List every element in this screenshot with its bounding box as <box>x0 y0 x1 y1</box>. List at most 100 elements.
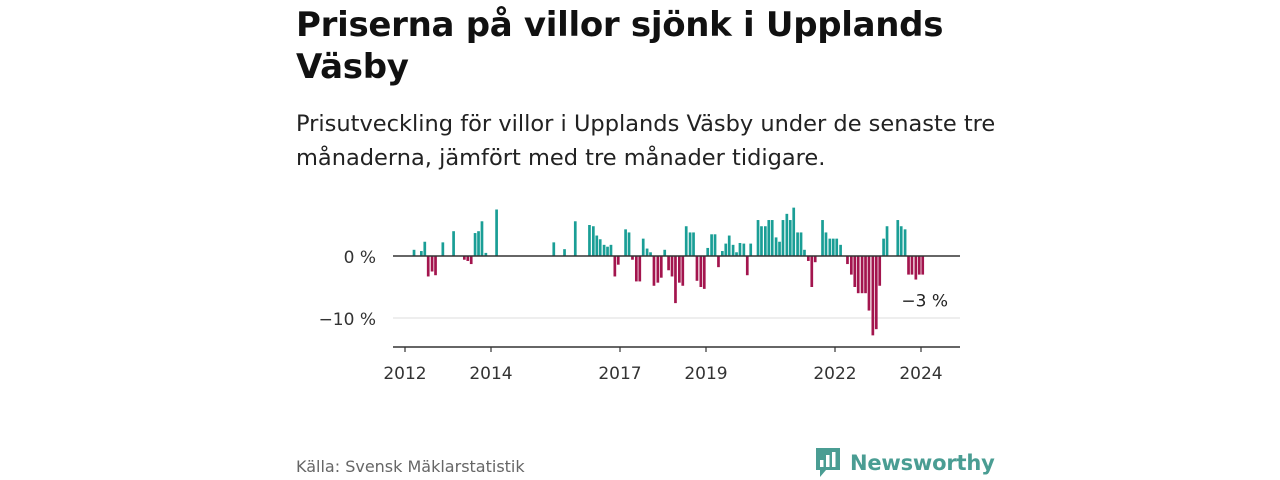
bar <box>853 256 857 287</box>
bar <box>624 229 627 256</box>
bar <box>846 256 849 265</box>
bar <box>738 242 742 256</box>
bar <box>573 221 577 256</box>
bar <box>767 220 771 256</box>
bar <box>484 252 488 256</box>
bar <box>828 238 832 256</box>
x-tick-label: 2019 <box>684 364 727 384</box>
bar <box>419 251 423 256</box>
brand-name: Newsworthy <box>850 451 995 475</box>
bar <box>756 220 760 256</box>
bar <box>656 256 660 283</box>
bar <box>480 221 484 256</box>
bar <box>839 244 842 256</box>
bar <box>677 256 681 283</box>
last-value-label: −3 % <box>901 292 948 312</box>
bar <box>903 229 907 256</box>
bar <box>695 256 699 281</box>
bar <box>616 256 620 265</box>
bar <box>864 256 867 294</box>
bar <box>770 220 774 256</box>
bar <box>720 251 724 256</box>
bar <box>860 256 864 294</box>
bar <box>588 225 591 256</box>
bar <box>821 220 824 256</box>
page-title: Priserna på villor sjönk i Upplands Väsb… <box>296 5 944 87</box>
bar <box>631 256 634 260</box>
bar <box>674 256 677 304</box>
bar <box>609 244 613 256</box>
bar <box>563 249 566 256</box>
x-tick-label: 2024 <box>899 364 942 384</box>
bar <box>796 232 799 256</box>
bar <box>742 243 746 256</box>
bar <box>885 226 889 256</box>
bar <box>652 256 656 286</box>
bar <box>914 256 918 280</box>
bar <box>469 256 473 265</box>
bar <box>749 243 753 256</box>
bar <box>896 220 900 256</box>
bar <box>806 256 810 261</box>
bar <box>849 256 853 275</box>
bar <box>606 246 609 256</box>
page-subtitle: Prisutveckling för villor i Upplands Väs… <box>296 111 996 171</box>
bar <box>692 232 695 256</box>
bar <box>792 207 796 256</box>
bar <box>634 256 638 282</box>
bar <box>727 235 731 256</box>
bar <box>788 220 792 256</box>
bar <box>710 234 713 256</box>
bar <box>441 242 445 256</box>
bar <box>774 237 778 256</box>
bar <box>699 256 703 287</box>
bar <box>613 256 617 277</box>
bar <box>452 231 455 256</box>
y-tick-label: 0 % <box>344 248 376 268</box>
y-tick-label: −10 % <box>319 310 376 330</box>
bar <box>835 238 839 256</box>
bar <box>477 231 480 256</box>
bar <box>702 256 706 289</box>
bar <box>899 226 903 256</box>
bar <box>598 239 602 256</box>
bar <box>495 209 498 256</box>
bar <box>724 243 728 256</box>
bar <box>591 226 595 256</box>
bar <box>430 256 434 272</box>
x-tick-label: 2012 <box>383 364 426 384</box>
bar <box>731 244 735 256</box>
bar <box>663 249 667 256</box>
brand-logo: Newsworthy <box>814 446 995 480</box>
bar <box>684 226 688 256</box>
bar <box>462 256 466 260</box>
x-tick-label: 2017 <box>598 364 641 384</box>
bar <box>552 242 556 256</box>
bar <box>602 244 606 256</box>
bar <box>681 256 685 286</box>
bar <box>831 238 835 256</box>
bar <box>882 238 885 256</box>
bar <box>760 226 763 256</box>
bar <box>645 248 649 256</box>
bar <box>871 256 875 336</box>
bar <box>595 235 599 256</box>
bar <box>735 252 738 256</box>
bar <box>667 256 670 271</box>
bar <box>466 256 470 261</box>
bar <box>824 232 828 256</box>
bar <box>763 226 767 256</box>
bar <box>473 233 477 256</box>
bar <box>778 241 781 256</box>
bar <box>641 238 645 256</box>
x-tick-label: 2022 <box>813 364 856 384</box>
bar <box>717 256 720 268</box>
bar <box>649 252 652 256</box>
bar <box>659 256 663 278</box>
bar <box>878 256 882 286</box>
bar <box>907 256 910 275</box>
bar-chart-logo-icon <box>816 448 840 477</box>
bar <box>781 220 785 256</box>
source-note: Källa: Svensk Mäklarstatistik <box>296 457 525 476</box>
